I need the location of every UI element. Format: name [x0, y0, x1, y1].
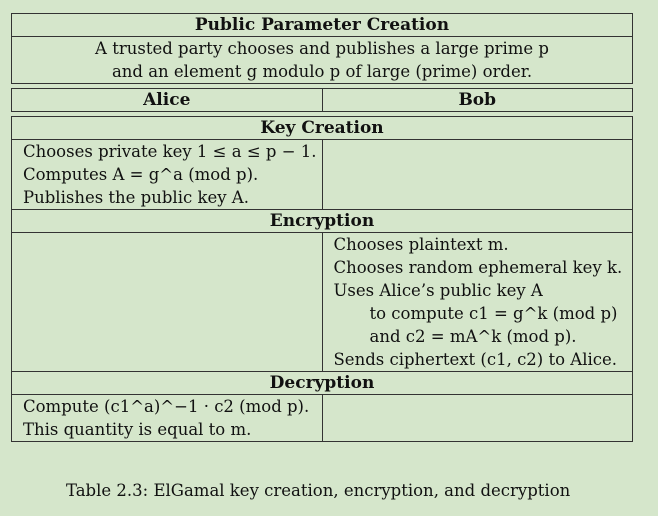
encryption-bob-cell: Chooses plaintext m. Chooses random ephe… — [321, 232, 633, 372]
public-parameter-title: Public Parameter Creation — [11, 13, 633, 37]
encryption-title: Encryption — [11, 209, 633, 233]
key-creation-title: Key Creation — [11, 116, 633, 140]
encryption-line-3: Uses Alice’s public key A — [333, 281, 543, 300]
key-creation-line-3: Publishes the public key A. — [23, 188, 249, 207]
decryption-line-2: This quantity is equal to m. — [23, 420, 252, 439]
public-parameter-table: Public Parameter Creation A trusted part… — [11, 13, 633, 84]
party-header-table: Alice Bob — [11, 88, 633, 112]
bob-header: Bob — [321, 88, 633, 112]
encryption-line-4: to compute c1 = g^k (mod p) — [369, 304, 618, 323]
decryption-title: Decryption — [11, 371, 633, 395]
table-caption: Table 2.3: ElGamal key creation, encrypt… — [66, 481, 571, 500]
elgamal-main-table: Key Creation Chooses private key 1 ≤ a ≤… — [11, 116, 633, 442]
alice-header: Alice — [11, 88, 323, 112]
key-creation-line-2: Computes A = g^a (mod p). — [23, 165, 259, 184]
encryption-alice-cell — [11, 232, 323, 372]
encryption-line-1: Chooses plaintext m. — [333, 235, 509, 254]
decryption-line-1: Compute (c1^a)^−1 · c2 (mod p). — [23, 397, 310, 416]
encryption-line-2: Chooses random ephemeral key k. — [333, 258, 623, 277]
public-parameter-line-1: A trusted party chooses and publishes a … — [95, 39, 549, 58]
key-creation-alice-cell: Chooses private key 1 ≤ a ≤ p − 1. Compu… — [11, 139, 323, 210]
public-parameter-line-2: and an element g modulo p of large (prim… — [111, 62, 533, 81]
decryption-bob-cell — [321, 394, 633, 442]
key-creation-line-1: Chooses private key 1 ≤ a ≤ p − 1. — [23, 142, 317, 161]
key-creation-bob-cell — [321, 139, 633, 210]
elgamal-table-wrapper: Public Parameter Creation A trusted part… — [11, 13, 633, 442]
encryption-line-6: Sends ciphertext (c1, c2) to Alice. — [333, 350, 618, 369]
public-parameter-description: A trusted party chooses and publishes a … — [11, 36, 633, 84]
encryption-line-5: and c2 = mA^k (mod p). — [369, 327, 577, 346]
decryption-alice-cell: Compute (c1^a)^−1 · c2 (mod p). This qua… — [11, 394, 323, 442]
